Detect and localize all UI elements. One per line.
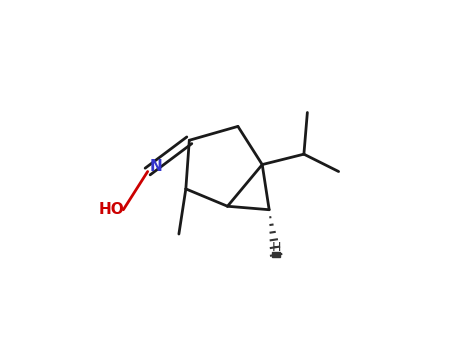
Text: H: H [272,241,281,254]
Text: N: N [150,159,163,174]
Bar [272,252,280,257]
Text: HO: HO [98,202,124,217]
